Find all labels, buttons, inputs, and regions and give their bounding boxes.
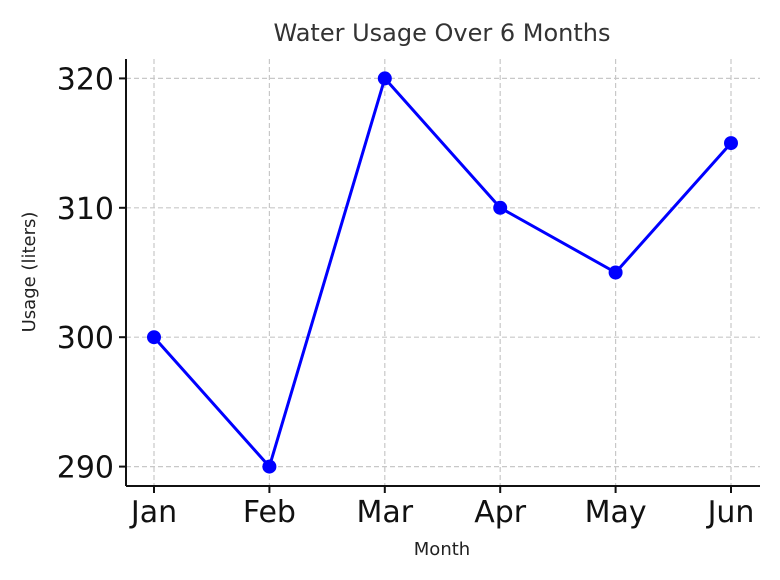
chart-title: Water Usage Over 6 Months bbox=[274, 19, 611, 47]
series-line bbox=[152, 76, 733, 469]
series-group bbox=[147, 71, 738, 474]
grid bbox=[126, 59, 760, 486]
x-tick-label: Feb bbox=[243, 495, 296, 530]
y-tick-label: 290 bbox=[57, 451, 114, 486]
y-tick-label: 320 bbox=[57, 62, 114, 97]
data-point bbox=[608, 265, 623, 280]
y-tick-label: 310 bbox=[57, 192, 114, 227]
axes bbox=[125, 59, 760, 487]
x-tick-label: Jan bbox=[129, 495, 177, 530]
data-point bbox=[262, 459, 277, 474]
data-point bbox=[147, 330, 161, 345]
x-tick-label: Jun bbox=[706, 495, 755, 530]
x-tick-label: Mar bbox=[356, 495, 413, 530]
data-point bbox=[724, 136, 738, 151]
ticks: Jan Feb Mar Apr May Jun 290 300 310 320 bbox=[57, 62, 755, 530]
data-point bbox=[377, 71, 392, 86]
y-axis-label: Usage (liters) bbox=[19, 212, 40, 333]
data-point bbox=[493, 200, 508, 215]
x-tick-label: May bbox=[585, 495, 647, 530]
x-tick-label: Apr bbox=[474, 495, 527, 530]
y-tick-label: 300 bbox=[57, 321, 114, 356]
x-axis-label: Month bbox=[414, 539, 470, 560]
